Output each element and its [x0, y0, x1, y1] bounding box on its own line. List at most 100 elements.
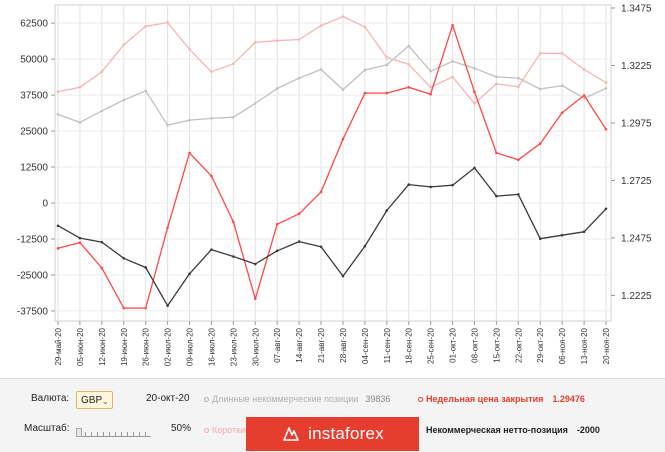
data-point [319, 245, 323, 249]
data-point [319, 24, 323, 28]
x-axis-tick-label: 21-авг-20 [317, 327, 326, 362]
date-value[interactable]: 20-окт-20 [146, 393, 190, 404]
data-point [495, 151, 498, 155]
data-point [582, 96, 586, 100]
right-axis-tick-label: 1.3475 [621, 3, 652, 14]
data-point [385, 91, 389, 95]
data-point [407, 44, 411, 48]
data-point [78, 86, 82, 89]
data-point [297, 240, 301, 243]
data-point [188, 48, 191, 51]
left-axis-tick-label: 25000 [20, 127, 48, 138]
series-line [57, 15, 607, 105]
x-axis-tick-label: 07-авг-20 [273, 327, 282, 362]
left-axis-tick-label: -25000 [17, 270, 49, 281]
legend-short-marker [204, 427, 209, 433]
legend-long-marker [204, 396, 209, 402]
x-axis-tick-label: 30-июл-20 [251, 327, 260, 366]
legend-close[interactable]: Недельная цена закрытия 1.29476 [418, 394, 585, 404]
data-point [78, 241, 82, 244]
data-point [122, 256, 126, 260]
data-point [253, 297, 257, 301]
data-point [582, 94, 586, 97]
data-point [495, 194, 498, 198]
data-point [582, 68, 586, 71]
data-point [210, 174, 213, 178]
data-point [407, 183, 411, 186]
series-line [57, 24, 607, 309]
data-point [122, 43, 126, 47]
data-point [560, 84, 564, 87]
data-point [144, 24, 147, 28]
data-point [319, 190, 323, 194]
left-axis-tick-label: 37500 [20, 91, 48, 102]
x-axis-tick-label: 28-авг-20 [339, 327, 348, 362]
data-point [275, 87, 279, 90]
series-line [57, 45, 607, 126]
data-point [582, 230, 586, 234]
data-point [297, 76, 301, 80]
scale-slider-track [79, 436, 151, 437]
data-point [363, 25, 367, 29]
data-point [319, 68, 323, 71]
legend-net[interactable]: Некоммерческая нетто-позиция -2000 [426, 425, 600, 435]
legend-long[interactable]: Длинные некоммерческие позиции 39836 [204, 394, 390, 404]
data-point [341, 88, 345, 91]
data-point [538, 237, 542, 240]
scale-value: 50% [171, 423, 192, 434]
currency-label: Валюта: [31, 393, 70, 404]
series-line [57, 167, 607, 307]
data-point [560, 52, 564, 55]
data-point [56, 113, 60, 116]
instaforex-logo-icon [283, 427, 299, 441]
data-point [429, 86, 432, 89]
x-axis-tick-label: 12-июн-20 [98, 327, 107, 366]
currency-select[interactable]: GBP ⌄ [76, 391, 113, 409]
data-point [275, 222, 279, 226]
data-point [166, 21, 169, 24]
data-point [232, 115, 235, 119]
x-axis-tick-label: 22-окт-20 [514, 327, 523, 362]
data-point [188, 118, 191, 122]
data-point [451, 60, 454, 63]
data-point [210, 70, 213, 74]
data-point [144, 89, 147, 93]
legend-long-value: 39836 [365, 394, 391, 404]
x-axis-tick-label: 25-сен-20 [427, 327, 436, 364]
legend-close-value: 1.29476 [552, 394, 585, 404]
x-axis-tick-label: 18-сен-20 [405, 327, 414, 364]
instaforex-banner[interactable]: instaforex [246, 417, 419, 451]
x-axis-tick-label: 23-июл-20 [229, 327, 238, 366]
data-point [275, 249, 279, 253]
scale-slider-ticks [79, 432, 151, 437]
data-point [604, 127, 608, 131]
left-axis-tick-label: 50000 [20, 55, 48, 66]
data-point [297, 38, 301, 41]
data-point [407, 62, 411, 66]
data-point [144, 306, 147, 310]
x-axis-tick-label: 06-ноя-20 [558, 327, 567, 364]
data-point [451, 23, 454, 27]
data-point [473, 90, 476, 94]
data-point [517, 85, 520, 89]
data-point [604, 81, 608, 84]
data-point [100, 266, 104, 270]
x-axis-tick-label: 20-ноя-20 [602, 327, 611, 364]
data-point [232, 62, 235, 66]
x-axis-tick-label: 19-июн-20 [120, 327, 129, 366]
data-point [538, 142, 542, 145]
data-point [100, 240, 104, 244]
data-point [253, 41, 257, 44]
scale-slider-thumb[interactable] [76, 428, 82, 437]
data-point [210, 117, 213, 120]
x-axis-tick-label: 02-июл-20 [164, 327, 173, 366]
data-point [166, 304, 169, 308]
left-axis-tick-label: -12500 [17, 234, 49, 245]
data-point [473, 67, 476, 70]
x-axis-tick-label: 04-сен-20 [361, 327, 370, 364]
legend-long-label: Длинные некоммерческие позиции [212, 394, 359, 404]
data-point [232, 220, 235, 224]
data-point [451, 183, 454, 187]
data-point [517, 76, 520, 80]
left-axis-tick-label: 0 [42, 199, 48, 210]
